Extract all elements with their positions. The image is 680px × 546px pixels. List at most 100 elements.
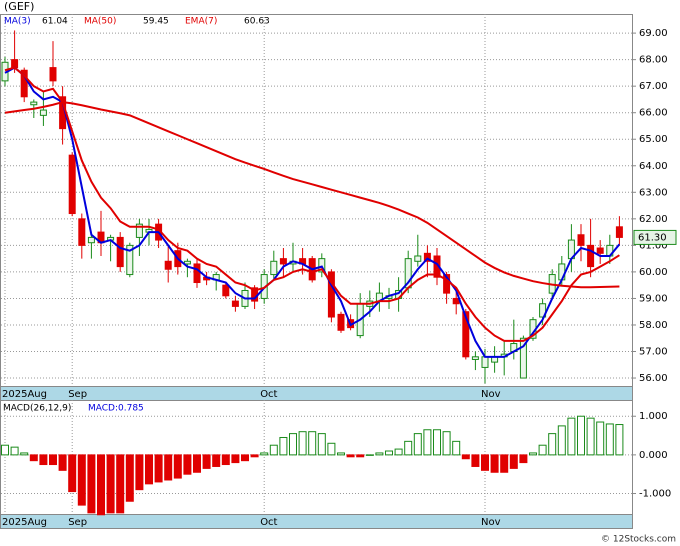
- macd-bar: [173, 454, 182, 479]
- macd-bar: [596, 421, 605, 456]
- macd-bar: [125, 454, 134, 502]
- candle-body: [49, 67, 57, 82]
- macd-bar: [356, 454, 365, 458]
- macd-bar: [29, 454, 38, 462]
- y-tick-label: -1.000: [639, 489, 671, 500]
- indicator-line: [4, 101, 620, 289]
- candle-body: [596, 247, 604, 254]
- candle-body: [318, 258, 326, 273]
- macd-bar: [87, 454, 96, 514]
- macd-bar: [97, 454, 105, 516]
- y-tick-label: 60.00: [639, 267, 668, 278]
- footer: © 12Stocks.com: [601, 535, 676, 545]
- macd-bar: [481, 454, 489, 471]
- candle-body: [539, 303, 547, 318]
- candle-body: [443, 274, 451, 294]
- candle-body: [20, 69, 28, 98]
- y-tick-label: 64.00: [639, 161, 668, 172]
- macd-bar: [605, 423, 614, 456]
- candle-body: [327, 271, 335, 318]
- legend-label: MA(3): [4, 17, 31, 27]
- macd-bar: [260, 452, 269, 456]
- candle-body: [279, 258, 287, 265]
- macd-bar: [529, 452, 537, 456]
- macd-bar: [375, 452, 384, 456]
- y-tick-label: 57.00: [639, 347, 668, 358]
- macd-bar: [385, 450, 393, 456]
- macd-bar: [404, 440, 413, 456]
- macd-bar: [154, 454, 163, 483]
- candle-body: [135, 223, 143, 238]
- x-tick-label: 2025Aug: [2, 517, 47, 528]
- y-tick-label: 1.000: [639, 411, 668, 422]
- macd-bar: [452, 440, 461, 456]
- candle-body: [270, 260, 278, 276]
- candle-body: [78, 218, 86, 246]
- y-tick-label: 62.00: [639, 214, 668, 225]
- macd-bar: [308, 431, 317, 456]
- macd-bar: [241, 454, 249, 462]
- candle-body: [222, 284, 230, 297]
- macd-bar: [269, 444, 278, 456]
- y-tick-label: 0.000: [639, 450, 668, 461]
- macd-bar: [557, 425, 566, 456]
- macd-bar: [317, 433, 326, 456]
- candle-body: [11, 59, 19, 69]
- macd-bar: [394, 448, 403, 456]
- x-tick-label: Oct: [260, 517, 277, 528]
- macd-bar: [68, 454, 77, 493]
- macd-bar: [250, 454, 259, 458]
- candle-body: [183, 260, 191, 265]
- macd-bar: [135, 454, 144, 491]
- macd-bar: [433, 429, 441, 456]
- candle-body: [87, 236, 95, 244]
- candle-body: [414, 255, 422, 262]
- macd-bar: [20, 452, 29, 456]
- macd-bar: [365, 454, 374, 456]
- macd-bar: [39, 454, 48, 466]
- legend-label: EMA(7): [185, 17, 217, 27]
- macd-bar: [509, 454, 518, 469]
- y-tick-label: 66.00: [639, 108, 668, 119]
- candle-body: [231, 300, 239, 307]
- macd-bar: [346, 454, 355, 458]
- macd-bar: [586, 417, 595, 456]
- macd-bar: [10, 446, 19, 456]
- macd-bar: [193, 454, 201, 473]
- macd-bar: [442, 431, 451, 456]
- macd-bar: [577, 415, 585, 456]
- legend-value: 59.45: [143, 17, 169, 27]
- date-band: [0, 386, 633, 401]
- macd-bar: [49, 454, 57, 466]
- candle-body: [452, 297, 460, 305]
- macd-bar: [202, 454, 211, 469]
- x-tick-label: Nov: [481, 389, 501, 400]
- macd-bar: [221, 454, 230, 466]
- candle-body: [126, 244, 134, 276]
- y-tick-label: 68.00: [639, 55, 668, 66]
- macd-bar: [212, 454, 221, 467]
- candle-body: [423, 252, 431, 262]
- candle-body: [462, 311, 470, 358]
- macd-bar: [164, 454, 173, 481]
- macd-bar: [337, 452, 345, 456]
- legend-label: MA(50): [84, 17, 116, 27]
- chart-title: (GEF): [4, 0, 34, 13]
- legend-value: 61.04: [42, 17, 68, 27]
- candle-body: [39, 109, 47, 116]
- indicator-line: [4, 66, 620, 342]
- macd-bar: [279, 436, 288, 456]
- macd-bar: [471, 454, 480, 467]
- y-tick-label: 58.00: [639, 320, 668, 331]
- macd-bar: [538, 444, 547, 456]
- macd-bar: [567, 417, 576, 456]
- x-tick-label: 2025Aug: [2, 389, 47, 400]
- y-tick-label: 56.00: [639, 373, 668, 384]
- candle-body: [615, 226, 623, 238]
- candle-body: [481, 356, 489, 368]
- macd-bar: [106, 454, 115, 514]
- x-tick-label: Sep: [68, 517, 87, 528]
- legend-value: 60.63: [244, 17, 270, 27]
- y-tick-label: 61.00: [639, 240, 668, 251]
